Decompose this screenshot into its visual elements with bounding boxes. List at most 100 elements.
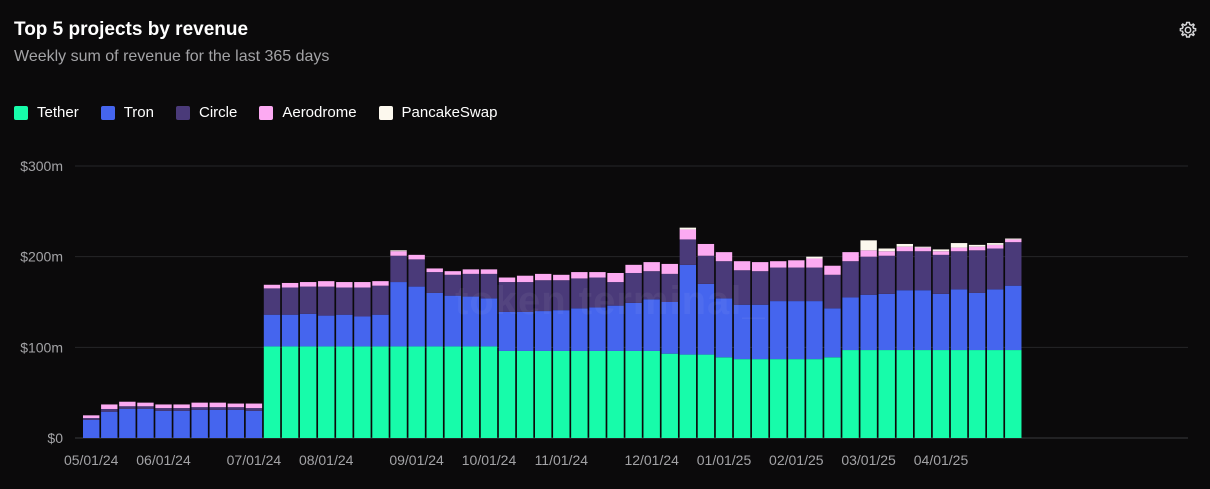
bar-segment-aerodrome[interactable] (444, 271, 461, 275)
bar-segment-circle[interactable] (987, 248, 1004, 290)
bar-segment-circle[interactable] (245, 408, 263, 411)
bar-segment-circle[interactable] (607, 282, 624, 306)
bar-segment-tron[interactable] (227, 409, 245, 438)
bar-stack[interactable] (281, 282, 299, 438)
bar-segment-circle[interactable] (625, 272, 642, 303)
bar-segment-tron[interactable] (571, 308, 588, 351)
bar-segment-aerodrome[interactable] (968, 246, 986, 251)
bar-segment-pancakeswap[interactable] (878, 248, 895, 252)
bar-segment-tether[interactable] (589, 350, 606, 438)
bar-segment-tether[interactable] (607, 350, 624, 438)
bar-segment-circle[interactable] (372, 285, 389, 315)
bar-segment-aerodrome[interactable] (553, 274, 570, 281)
bar-segment-pancakeswap[interactable] (390, 250, 407, 252)
bar-segment-tron[interactable] (516, 311, 534, 351)
bar-segment-tron[interactable] (408, 286, 425, 347)
bar-segment-tron[interactable] (914, 290, 932, 351)
bar-segment-aerodrome[interactable] (751, 262, 769, 272)
bar-segment-tether[interactable] (372, 346, 389, 438)
bar-segment-tron[interactable] (209, 409, 226, 438)
bar-segment-tron[interactable] (263, 314, 281, 347)
bar-stack[interactable] (824, 265, 841, 438)
bar-segment-tether[interactable] (860, 350, 877, 438)
bar-segment-tether[interactable] (299, 346, 317, 438)
bar-segment-tether[interactable] (281, 346, 299, 438)
bar-stack[interactable] (498, 277, 516, 438)
bar-segment-aerodrome[interactable] (354, 282, 371, 288)
bar-segment-aerodrome[interactable] (83, 415, 100, 419)
bar-segment-tron[interactable] (878, 293, 895, 351)
bar-segment-circle[interactable] (516, 282, 534, 312)
bar-segment-circle[interactable] (535, 280, 552, 312)
bar-segment-aerodrome[interactable] (426, 268, 443, 273)
bar-segment-aerodrome[interactable] (824, 265, 841, 275)
bar-segment-tron[interactable] (553, 310, 570, 351)
bar-segment-aerodrome[interactable] (462, 269, 480, 274)
bar-stack[interactable] (263, 284, 281, 438)
bar-segment-circle[interactable] (462, 273, 480, 297)
bar-segment-tether[interactable] (733, 359, 751, 438)
bar-segment-tether[interactable] (444, 346, 461, 438)
bar-segment-tron[interactable] (679, 264, 697, 355)
bar-stack[interactable] (715, 252, 733, 438)
bar-stack[interactable] (987, 243, 1004, 438)
bar-stack[interactable] (643, 262, 660, 438)
bar-segment-tether[interactable] (806, 359, 823, 438)
bar-stack[interactable] (842, 252, 859, 438)
bar-segment-aerodrome[interactable] (932, 251, 950, 255)
bar-segment-pancakeswap[interactable] (860, 240, 877, 251)
bar-segment-circle[interactable] (1005, 242, 1022, 286)
bar-segment-tether[interactable] (426, 346, 443, 438)
bar-segment-tron[interactable] (987, 289, 1004, 351)
bar-segment-pancakeswap[interactable] (950, 243, 968, 248)
bar-segment-circle[interactable] (751, 271, 769, 305)
bar-stack[interactable] (950, 243, 968, 438)
bar-segment-tron[interactable] (697, 283, 715, 355)
bar-segment-tron[interactable] (191, 409, 208, 438)
bar-segment-circle[interactable] (770, 267, 787, 302)
bar-segment-tether[interactable] (354, 346, 371, 438)
bar-segment-tron[interactable] (751, 304, 769, 360)
bar-stack[interactable] (914, 246, 932, 438)
bar-stack[interactable] (679, 227, 697, 438)
bar-stack[interactable] (589, 272, 606, 438)
bar-segment-aerodrome[interactable] (625, 264, 642, 273)
bar-segment-circle[interactable] (281, 287, 299, 315)
bar-stack[interactable] (932, 249, 950, 438)
bar-segment-circle[interactable] (878, 255, 895, 294)
bar-stack[interactable] (516, 275, 534, 438)
bar-stack[interactable] (571, 272, 588, 438)
bar-segment-aerodrome[interactable] (896, 246, 913, 252)
bar-stack[interactable] (408, 254, 425, 438)
bar-segment-tether[interactable] (751, 359, 769, 438)
bar-segment-aerodrome[interactable] (191, 402, 208, 408)
bar-segment-aerodrome[interactable] (770, 261, 787, 268)
bar-stack[interactable] (318, 281, 335, 438)
bar-segment-tron[interactable] (896, 290, 913, 351)
bar-segment-tron[interactable] (806, 301, 823, 360)
bar-stack[interactable] (191, 402, 208, 438)
bar-segment-tether[interactable] (788, 359, 805, 438)
bar-segment-circle[interactable] (119, 406, 136, 409)
bar-stack[interactable] (968, 244, 986, 438)
bar-segment-tether[interactable] (842, 350, 859, 438)
bar-segment-aerodrome[interactable] (950, 247, 968, 252)
bar-stack[interactable] (896, 243, 913, 438)
bar-segment-tether[interactable] (697, 354, 715, 438)
bar-segment-tether[interactable] (914, 350, 932, 438)
bar-segment-circle[interactable] (697, 255, 715, 284)
bar-segment-tron[interactable] (661, 302, 678, 354)
bar-stack[interactable] (553, 274, 570, 438)
bar-segment-aerodrome[interactable] (173, 404, 190, 409)
bar-segment-aerodrome[interactable] (571, 272, 588, 279)
legend-item-tether[interactable]: Tether (14, 104, 79, 121)
bar-stack[interactable] (209, 402, 226, 438)
bar-segment-aerodrome[interactable] (408, 254, 425, 260)
bar-stack[interactable] (733, 261, 751, 438)
bar-segment-aerodrome[interactable] (498, 277, 516, 283)
bar-segment-aerodrome[interactable] (860, 250, 877, 257)
bar-stack[interactable] (607, 272, 624, 438)
bar-segment-aerodrome[interactable] (372, 281, 389, 286)
bar-stack[interactable] (137, 402, 154, 438)
bar-segment-aerodrome[interactable] (263, 284, 281, 289)
